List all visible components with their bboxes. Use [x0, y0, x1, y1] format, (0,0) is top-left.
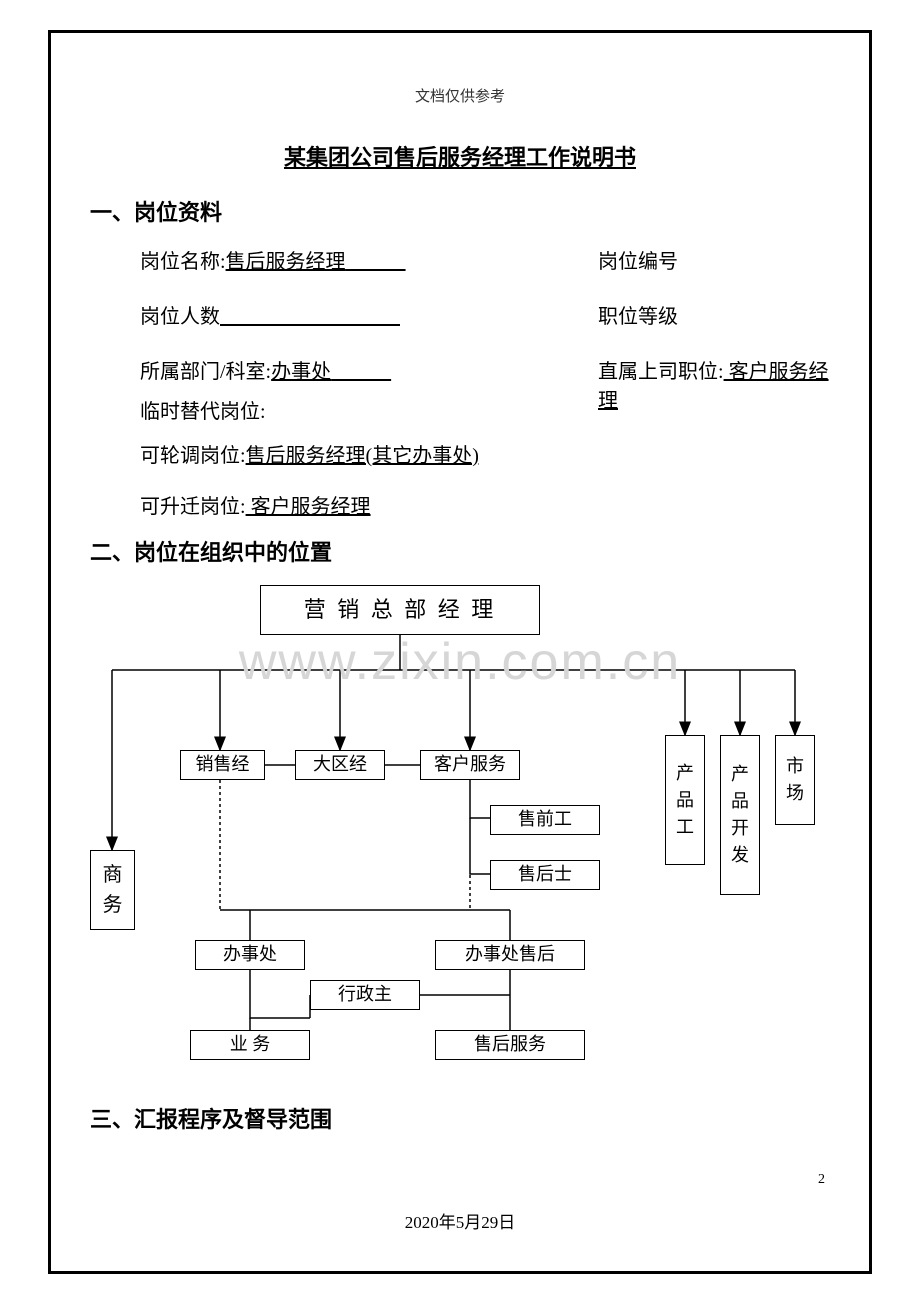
- boss-label: 直属上司职位:: [598, 361, 724, 383]
- doc-title: 某集团公司售后服务经理工作说明书: [0, 140, 920, 172]
- node-office: 办事处: [195, 940, 305, 970]
- node-after_serv: 售后服务: [435, 1030, 585, 1060]
- node-admin: 行政主: [310, 980, 420, 1010]
- name-value: 售后服务经理: [226, 251, 346, 273]
- header-note: 文档仅供参考: [0, 85, 920, 106]
- node-office_after: 办事处售后: [435, 940, 585, 970]
- page-number: 2: [818, 1172, 825, 1188]
- code-label: 岗位编号: [598, 245, 678, 274]
- field-row-rotate: 可轮调岗位:售后服务经理(其它办事处): [140, 439, 840, 468]
- promote-value: 客户服务经理: [246, 496, 371, 518]
- dept-pad: [331, 361, 391, 383]
- field-row-name: 岗位名称:售后服务经理 岗位编号: [140, 245, 840, 274]
- promote-label: 可升迁岗位:: [140, 490, 246, 519]
- count-label: 岗位人数: [140, 300, 220, 329]
- node-market: 市场: [775, 735, 815, 825]
- section-2-title: 二、岗位在组织中的位置: [90, 535, 332, 567]
- temp-label: 临时替代岗位:: [140, 395, 266, 424]
- org-chart: 营 销 总 部 经 理销售经大区经 客户服务 产品工产品开发市场商务 售前工售后士办事…: [90, 580, 850, 1080]
- node-region: 大区经: [295, 750, 385, 780]
- level-label: 职位等级: [598, 300, 678, 329]
- node-sales: 销售经: [180, 750, 265, 780]
- node-aftersale: 售后士: [490, 860, 600, 890]
- section-1-title: 一、岗位资料: [90, 195, 222, 227]
- field-row-dept: 所属部门/科室:办事处 直属上司职位: 客户服务经理: [140, 355, 840, 384]
- node-commerce: 商务: [90, 850, 135, 930]
- node-prod1: 产品工: [665, 735, 705, 865]
- count-pad: [220, 306, 400, 328]
- field-row-temp: 临时替代岗位:: [140, 395, 840, 424]
- name-pad: [346, 251, 406, 273]
- node-cust: 客户服务: [420, 750, 520, 780]
- rotate-label: 可轮调岗位:: [140, 439, 246, 468]
- node-top: 营 销 总 部 经 理: [260, 585, 540, 635]
- node-presale: 售前工: [490, 805, 600, 835]
- rotate-value: 售后服务经理(其它办事处): [246, 445, 479, 467]
- node-prod2: 产品开发: [720, 735, 760, 895]
- section-3-title: 三、汇报程序及督导范围: [90, 1102, 332, 1134]
- field-row-count: 岗位人数 职位等级: [140, 300, 840, 329]
- dept-value: 办事处: [271, 361, 331, 383]
- footer-date: 2020年5月29日: [0, 1208, 920, 1233]
- node-biz: 业 务: [190, 1030, 310, 1060]
- field-row-promote: 可升迁岗位: 客户服务经理: [140, 490, 840, 519]
- name-label: 岗位名称:: [140, 245, 226, 274]
- dept-label: 所属部门/科室:: [140, 355, 271, 384]
